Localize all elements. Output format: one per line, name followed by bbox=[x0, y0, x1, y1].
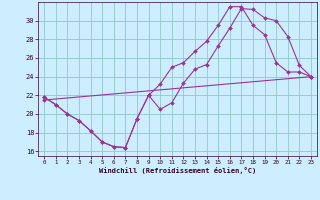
X-axis label: Windchill (Refroidissement éolien,°C): Windchill (Refroidissement éolien,°C) bbox=[99, 167, 256, 174]
